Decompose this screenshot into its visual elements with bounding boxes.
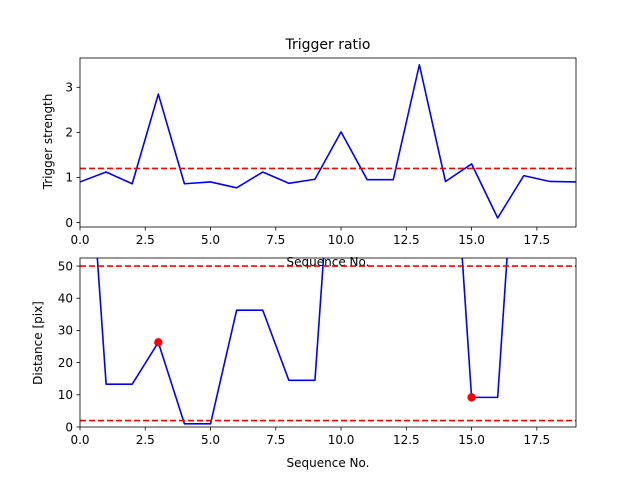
top-plot-area: 0.0 2.5 5.0 7.5 10.0 12.5 15.0 17.5 0 1 2 3 (65, 57, 577, 247)
top-chart-plot-content (80, 63, 576, 219)
top-chart-xlabel: Sequence No. (287, 255, 370, 269)
top-chart: Trigger ratio Trigger strength Sequence … (41, 37, 577, 269)
bottom-chart-xtick-label-1: 2.5 (136, 433, 155, 447)
top-chart-ytick-label-1: 1 (65, 171, 73, 185)
bottom-chart-marker-1 (467, 393, 476, 402)
bottom-chart-ytick-label-3: 30 (58, 324, 73, 338)
top-chart-xtick-label-3: 7.5 (266, 233, 285, 247)
bottom-chart-xtick-label-3: 7.5 (266, 433, 285, 447)
bottom-chart-xtick-label-6: 15.0 (458, 433, 485, 447)
bottom-chart-xtick-label-7: 17.5 (523, 433, 550, 447)
top-chart-xtick-label-5: 12.5 (393, 233, 420, 247)
bottom-chart-xtick-label-5: 12.5 (393, 433, 420, 447)
bottom-chart: Distance [pix] Sequence No. 0.0 2.5 5.0 7.5… (31, 257, 577, 470)
bottom-chart-marker-0 (154, 338, 163, 347)
bottom-chart-ytick-label-2: 20 (58, 356, 73, 370)
bottom-chart-ylabel: Distance [pix] (31, 301, 45, 385)
bottom-chart-ytick-label-5: 50 (58, 259, 73, 273)
top-chart-xtick-label-1: 2.5 (136, 233, 155, 247)
top-chart-axes-frame (79, 57, 577, 228)
bottom-chart-plot-content (80, 258, 576, 425)
bottom-chart-xtick-label-4: 10.0 (328, 433, 355, 447)
bottom-chart-xlabel: Sequence No. (287, 456, 370, 470)
bottom-chart-axes-frame (79, 257, 577, 428)
bottom-chart-ytick-label-4: 40 (58, 292, 73, 306)
bottom-plot-area: 0.0 2.5 5.0 7.5 10.0 12.5 15.0 17.5 0 10 20 30 40 50 (58, 257, 577, 447)
top-chart-series-line-0 (80, 63, 576, 219)
top-chart-ytick-label-2: 2 (65, 126, 73, 140)
top-chart-xtick-label-6: 15.0 (458, 233, 485, 247)
bottom-chart-ytick-label-0: 0 (65, 420, 73, 434)
top-chart-ytick-label-0: 0 (65, 216, 73, 230)
bottom-chart-series-line-0 (96, 258, 508, 425)
top-chart-xtick-label-2: 5.0 (201, 233, 220, 247)
top-chart-xtick-label-7: 17.5 (523, 233, 550, 247)
top-chart-ytick-label-3: 3 (65, 81, 73, 95)
top-chart-ylabel: Trigger strength (41, 94, 55, 191)
bottom-chart-ytick-label-1: 10 (58, 388, 73, 402)
top-chart-xtick-label-0: 0.0 (70, 233, 89, 247)
bottom-chart-xtick-label-0: 0.0 (70, 433, 89, 447)
top-chart-title: Trigger ratio (284, 37, 370, 53)
bottom-chart-xtick-label-2: 5.0 (201, 433, 220, 447)
top-chart-xtick-label-4: 10.0 (328, 233, 355, 247)
